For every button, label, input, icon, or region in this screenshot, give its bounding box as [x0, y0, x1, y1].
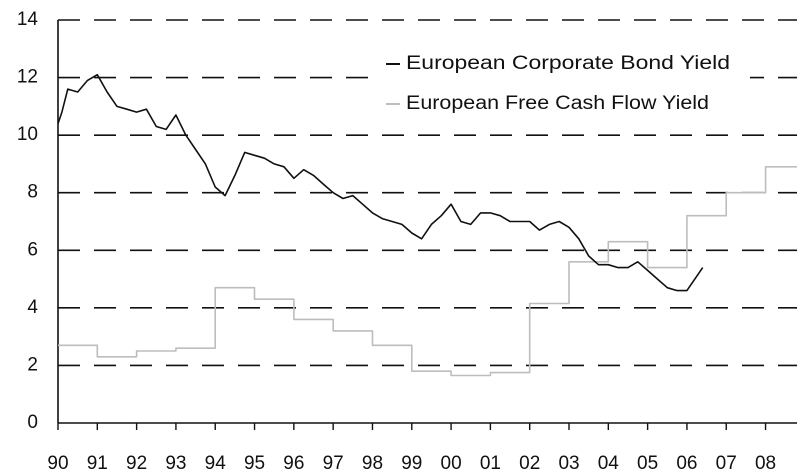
x-tick-label: 98: [362, 453, 383, 474]
x-tick-label: 08: [755, 453, 776, 474]
x-tick-label: 92: [126, 453, 147, 474]
x-tick-label: 97: [323, 453, 344, 474]
y-tick-label: 2: [27, 354, 38, 375]
x-tick-label: 94: [205, 453, 227, 474]
y-tick-label: 0: [27, 412, 38, 433]
x-tick-label: 00: [441, 453, 462, 474]
x-tick-label: 90: [47, 453, 68, 474]
x-tick-label: 02: [519, 453, 540, 474]
x-tick-label: 91: [87, 453, 108, 474]
x-tick-label: 01: [480, 453, 501, 474]
series-line: [58, 166, 797, 377]
x-tick-label: 95: [244, 453, 265, 474]
x-tick-label: 04: [598, 453, 620, 474]
y-tick-label: 12: [17, 67, 38, 88]
x-tick-label: 03: [558, 453, 579, 474]
y-tick-label: 4: [27, 297, 38, 318]
legend-label: European Free Cash Flow Yield: [406, 93, 709, 114]
x-tick-label: 93: [165, 453, 186, 474]
x-tick-label: 06: [676, 453, 697, 474]
legend-label: European Corporate Bond Yield: [406, 53, 730, 74]
x-tick-label: 07: [716, 453, 737, 474]
y-tick-label: 6: [27, 239, 38, 260]
y-tick-label: 10: [17, 124, 38, 145]
y-tick-label: 14: [17, 9, 39, 30]
x-tick-label: 96: [283, 453, 304, 474]
y-tick-label: 8: [27, 182, 38, 203]
legend-box: [380, 48, 750, 128]
x-tick-label: 99: [401, 453, 422, 474]
series-line: [57, 73, 704, 292]
x-tick-label: 05: [637, 453, 658, 474]
